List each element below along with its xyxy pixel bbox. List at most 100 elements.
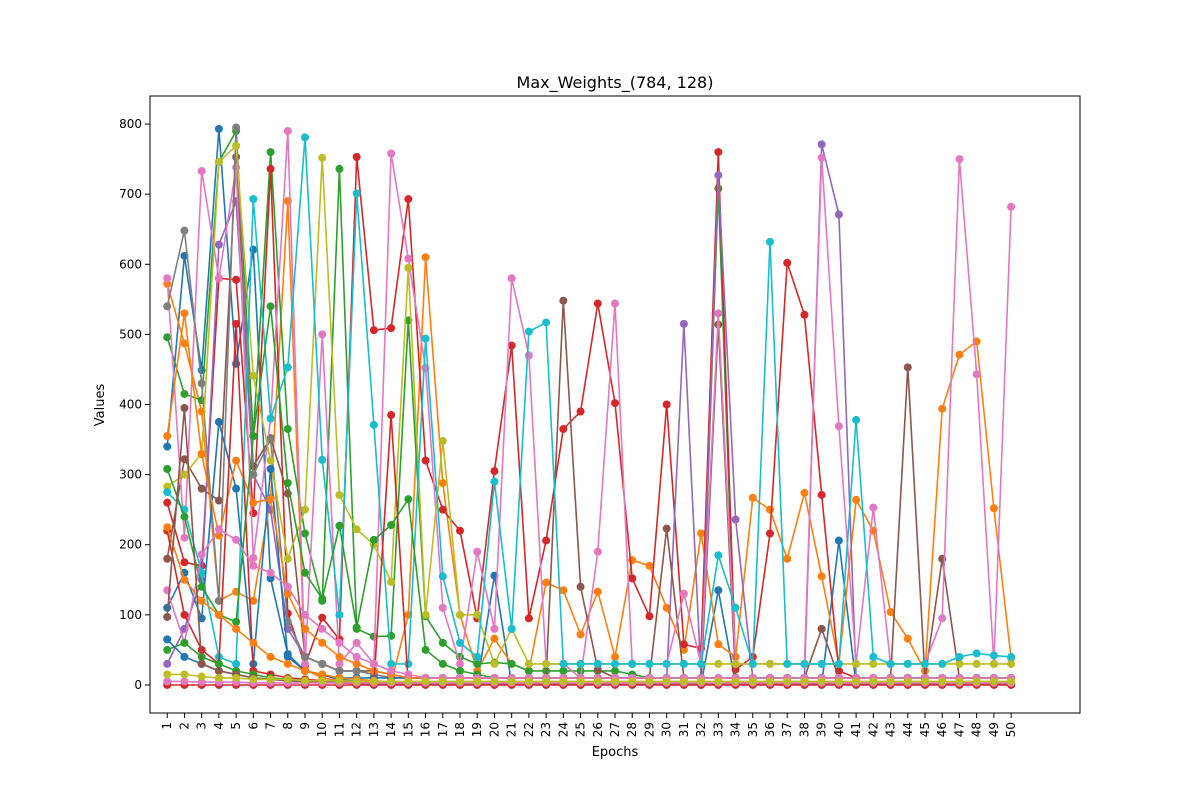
data-point [921, 659, 929, 668]
data-point [352, 189, 361, 198]
x-tick-label: 21 [505, 722, 519, 737]
data-point [163, 498, 172, 507]
data-point [490, 677, 499, 686]
data-point [232, 141, 241, 150]
x-tick-label: 23 [539, 722, 553, 737]
data-point [886, 659, 895, 668]
x-tick-label: 17 [436, 722, 450, 737]
x-tick-label: 22 [522, 722, 536, 737]
data-point [421, 253, 430, 262]
x-tick-label: 11 [332, 722, 346, 737]
data-point [232, 624, 241, 633]
data-point [903, 634, 912, 643]
data-point [748, 677, 757, 686]
data-point [421, 610, 430, 619]
data-point [180, 610, 189, 619]
data-point [352, 659, 361, 668]
data-point [955, 155, 964, 164]
data-point [318, 153, 327, 162]
data-point [972, 370, 981, 379]
data-point [817, 490, 826, 499]
data-point [283, 589, 292, 598]
data-point [197, 582, 206, 591]
data-point [352, 525, 361, 534]
data-point [593, 659, 602, 668]
x-tick-label: 16 [419, 722, 433, 737]
x-tick-label: 26 [591, 722, 605, 737]
data-point [283, 127, 292, 136]
x-tick-label: 14 [384, 722, 398, 737]
data-point [214, 666, 223, 675]
data-point [473, 659, 482, 668]
data-point [301, 610, 309, 619]
data-point [214, 673, 223, 682]
data-point [266, 574, 275, 583]
data-point [180, 339, 189, 348]
data-point [679, 659, 688, 668]
data-point [197, 678, 206, 687]
data-point [266, 456, 275, 465]
series-line [166, 136, 1012, 665]
data-point [766, 505, 774, 514]
data-point [301, 676, 309, 685]
data-point [404, 254, 413, 263]
data-point [834, 677, 843, 686]
y-tick-label: 400 [119, 398, 142, 412]
data-point [817, 677, 826, 686]
data-point [197, 379, 206, 388]
data-point [834, 210, 843, 219]
data-point [645, 659, 654, 668]
data-point [869, 503, 878, 512]
data-point [214, 274, 223, 283]
data-point [387, 659, 396, 668]
x-axis: 1 2 3 4 5 6 7 8 9 10 11 12 13 14 15 16 17 18 19 20 21 22 23 24 2… [160, 713, 1018, 737]
data-point [645, 677, 654, 686]
data-point [180, 512, 189, 521]
data-point [731, 677, 740, 686]
data-point [266, 435, 275, 444]
x-tick-label: 37 [780, 722, 794, 737]
data-point [628, 677, 637, 686]
data-point [283, 554, 292, 563]
data-point [783, 554, 792, 563]
data-point [214, 496, 223, 505]
data-point [387, 577, 396, 586]
data-point [163, 333, 172, 342]
data-point [903, 659, 912, 668]
data-point [214, 659, 223, 668]
data-point [456, 526, 464, 535]
data-point [232, 673, 241, 682]
data-point [903, 677, 912, 686]
data-point [456, 638, 464, 647]
data-point [163, 488, 172, 497]
data-point [869, 677, 878, 686]
x-tick-label: 46 [935, 722, 949, 737]
data-point [714, 659, 723, 668]
y-tick-label: 700 [119, 187, 142, 201]
data-point [266, 414, 275, 423]
data-point [352, 666, 361, 675]
chart-title: Max_Weights_(784, 128) [517, 73, 714, 93]
data-point [800, 310, 809, 319]
data-point [180, 404, 189, 413]
data-point [214, 610, 223, 619]
x-tick-label: 27 [608, 722, 622, 737]
data-point [490, 634, 499, 643]
x-tick-label: 18 [453, 722, 467, 737]
x-tick-label: 48 [970, 722, 984, 737]
data-point [301, 659, 309, 668]
data-point [163, 432, 172, 441]
data-point [387, 521, 396, 530]
data-point [456, 610, 464, 619]
data-point [1007, 659, 1016, 668]
data-point [679, 640, 688, 649]
data-point [197, 645, 206, 654]
data-point [438, 603, 447, 612]
data-point [318, 676, 327, 685]
data-point [197, 484, 206, 493]
data-point [283, 652, 292, 661]
data-point [283, 675, 292, 684]
data-point [369, 420, 378, 429]
x-tick-label: 2 [177, 722, 191, 730]
